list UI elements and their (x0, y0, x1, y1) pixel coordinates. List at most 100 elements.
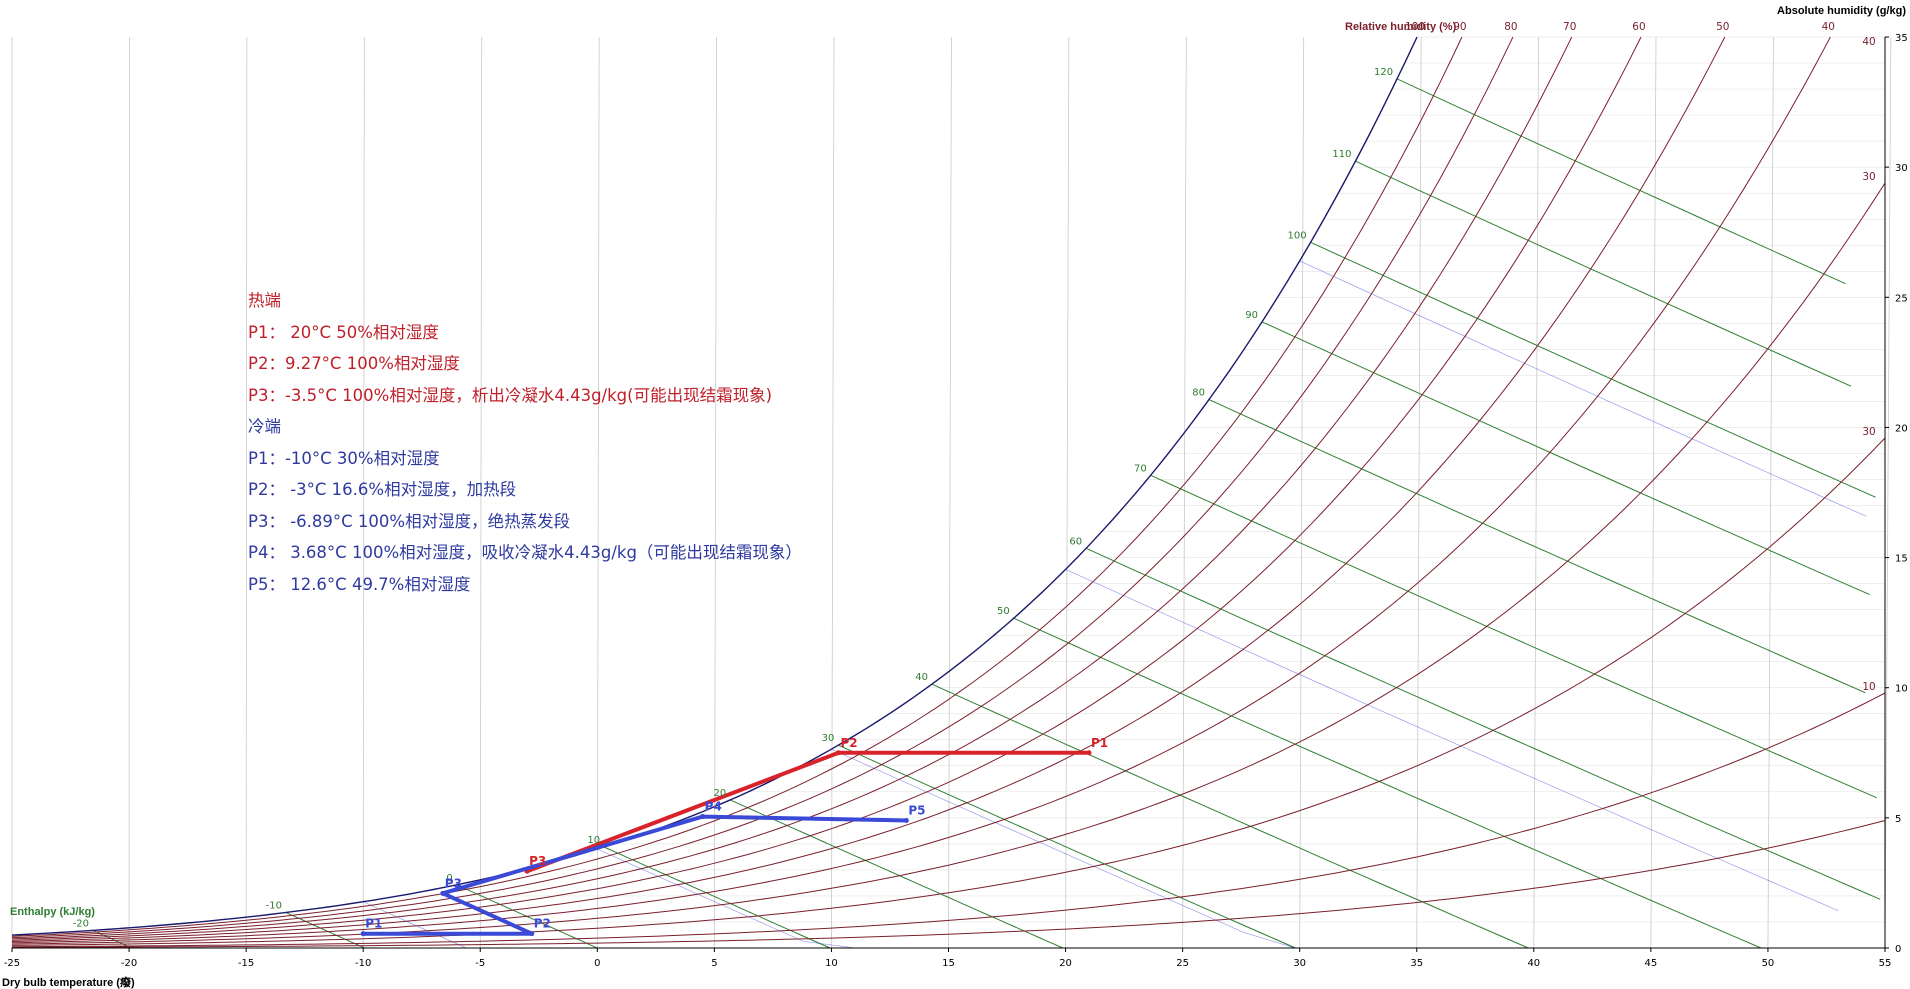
y-tick-label: 5 (1895, 814, 1901, 825)
enthalpy-label: 60 (1069, 536, 1082, 547)
cold-p1-note: P1：-10°C 30%相对湿度 (248, 448, 440, 468)
y-tick-label: 0 (1895, 944, 1901, 955)
y-tick-label: 20 (1895, 423, 1908, 434)
rh-top-label: 70 (1563, 21, 1576, 33)
rh-top-label: 80 (1504, 21, 1517, 33)
y-tick-label: 10 (1895, 684, 1908, 695)
hot-side-title: 热端 (248, 291, 281, 310)
cold-p2-note: P2： -3°C 16.6%相对湿度，加热段 (248, 480, 517, 499)
enthalpy-line-120 (1396, 78, 1846, 285)
enthalpy-label: 0 (446, 873, 452, 884)
enthalpy-line-90 (1261, 321, 1870, 596)
grid-line (831, 36, 835, 949)
relative-humidity-title: Relative humidity (%) (1345, 21, 1457, 33)
x-tick-label: 30 (1293, 958, 1306, 969)
rh-curve-60 (11, 36, 1642, 941)
x-tick-label: -10 (355, 958, 371, 969)
rh-top-label: 60 (1632, 21, 1645, 33)
rh-top-label: 40 (1822, 21, 1835, 33)
wet-bulb-line (597, 848, 1834, 949)
grid-line (1533, 36, 1539, 949)
rh-curve-70 (11, 36, 1573, 940)
grid-line (362, 36, 365, 949)
hot-label-p2: P2 (840, 736, 857, 750)
rh-curve-5 (11, 820, 1886, 948)
hot-point-p2 (835, 750, 841, 756)
grid-lines (11, 36, 1892, 949)
enthalpy-line-100 (1310, 241, 1876, 498)
grid-line (479, 36, 483, 949)
enthalpy-line-110 (1355, 160, 1852, 387)
process-lines (360, 750, 1092, 937)
cold-point-p2 (529, 931, 535, 937)
enthalpy-line-80 (1208, 399, 1866, 694)
enthalpy-label: 90 (1245, 310, 1258, 321)
grid-line (245, 36, 248, 949)
rh-right-label: 30 (1862, 426, 1875, 438)
wet-bulb-line (831, 748, 1862, 949)
x-tick-label: 55 (1879, 958, 1892, 969)
x-tick-label: -15 (238, 958, 254, 969)
x-tick-label: 50 (1762, 958, 1775, 969)
enthalpy-label: 110 (1332, 149, 1351, 160)
wet-bulb-line (1065, 569, 1839, 912)
enthalpy-label: 20 (714, 788, 727, 799)
enthalpy-title: Enthalpy (kJ/kg) (10, 906, 95, 918)
rh-right-label: 40 (1862, 36, 1875, 48)
x-tick-label: -5 (475, 958, 485, 969)
y-tick-label: 15 (1895, 554, 1908, 565)
grid-line (713, 36, 717, 949)
rh-curve-20 (11, 437, 1886, 946)
rh-curve-30 (11, 182, 1886, 945)
enthalpy-lines (92, 78, 1881, 949)
grid-line (596, 36, 600, 949)
cold-label-p5: P5 (908, 803, 925, 817)
enthalpy-label: 10 (587, 835, 600, 846)
rh-top-label: 100 (1405, 21, 1425, 33)
rh-curve-100 (11, 36, 1418, 936)
cold-label-p2: P2 (534, 917, 551, 931)
hot-point-p1 (1086, 750, 1092, 756)
enthalpy-line-70 (1150, 474, 1877, 799)
cold-p4-note: P4： 3.68°C 100%相对湿度，吸收冷凝水4.43g/kg（可能出现结霜… (248, 543, 802, 562)
rh-curve-10 (11, 692, 1886, 948)
enthalpy-line-50 (1013, 617, 1762, 949)
cold-label-p4: P4 (705, 800, 722, 814)
cold-label-p3: P3 (445, 876, 462, 890)
cold-side-title: 冷端 (248, 417, 281, 436)
x-tick-label: -20 (121, 958, 137, 969)
enthalpy-label: 30 (822, 733, 835, 744)
grid-line (1299, 36, 1305, 949)
hot-p3-note: P3：-3.5°C 100%相对湿度，析出冷凝水4.43g/kg(可能出现结霜现… (248, 385, 773, 405)
x-tick-label: 40 (1527, 958, 1540, 969)
x-tick-label: -25 (4, 958, 20, 969)
cold-process-line (363, 814, 907, 936)
x-tick-label: 5 (711, 958, 717, 969)
grid-line (1650, 36, 1657, 949)
grid-line (948, 36, 952, 949)
cold-point-p3 (440, 890, 446, 896)
cold-point-p5 (903, 817, 909, 823)
enthalpy-line-20 (729, 799, 1064, 949)
grid-line (1182, 36, 1187, 949)
process-annotations: 热端 P1： 20°C 50%相对湿度 P2：9.27°C 100%相对湿度 P… (248, 285, 948, 600)
wet-bulb-line (363, 901, 1857, 949)
enthalpy-label: 80 (1192, 388, 1205, 399)
x-axis-title: Dry bulb temperature (癈) (2, 975, 135, 989)
enthalpy-label: 50 (997, 606, 1010, 617)
cold-p5-note: P5： 12.6°C 49.7%相对湿度 (248, 574, 471, 594)
chart-labels: -20 -10 0 10 20 30 40 50 60 70 80 90 100 110 120 P1 P2 P3… (73, 21, 1876, 931)
hot-p1-note: P1： 20°C 50%相对湿度 (248, 322, 439, 342)
enthalpy-label: 120 (1374, 67, 1393, 78)
enthalpy-line-60 (1085, 547, 1881, 900)
x-tick-label: 0 (594, 958, 600, 969)
hot-label-p3: P3 (529, 854, 546, 868)
rh-top-label: 90 (1453, 21, 1466, 33)
rh-right-label: 10 (1862, 681, 1875, 693)
y-tick-label: 35 (1895, 33, 1908, 44)
rh-curve-50 (11, 36, 1726, 942)
y-axis-title: Absolute humidity (g/kg) (1777, 5, 1906, 17)
rh-curve-40 (11, 36, 1831, 944)
x-tick-label: 20 (1059, 958, 1072, 969)
